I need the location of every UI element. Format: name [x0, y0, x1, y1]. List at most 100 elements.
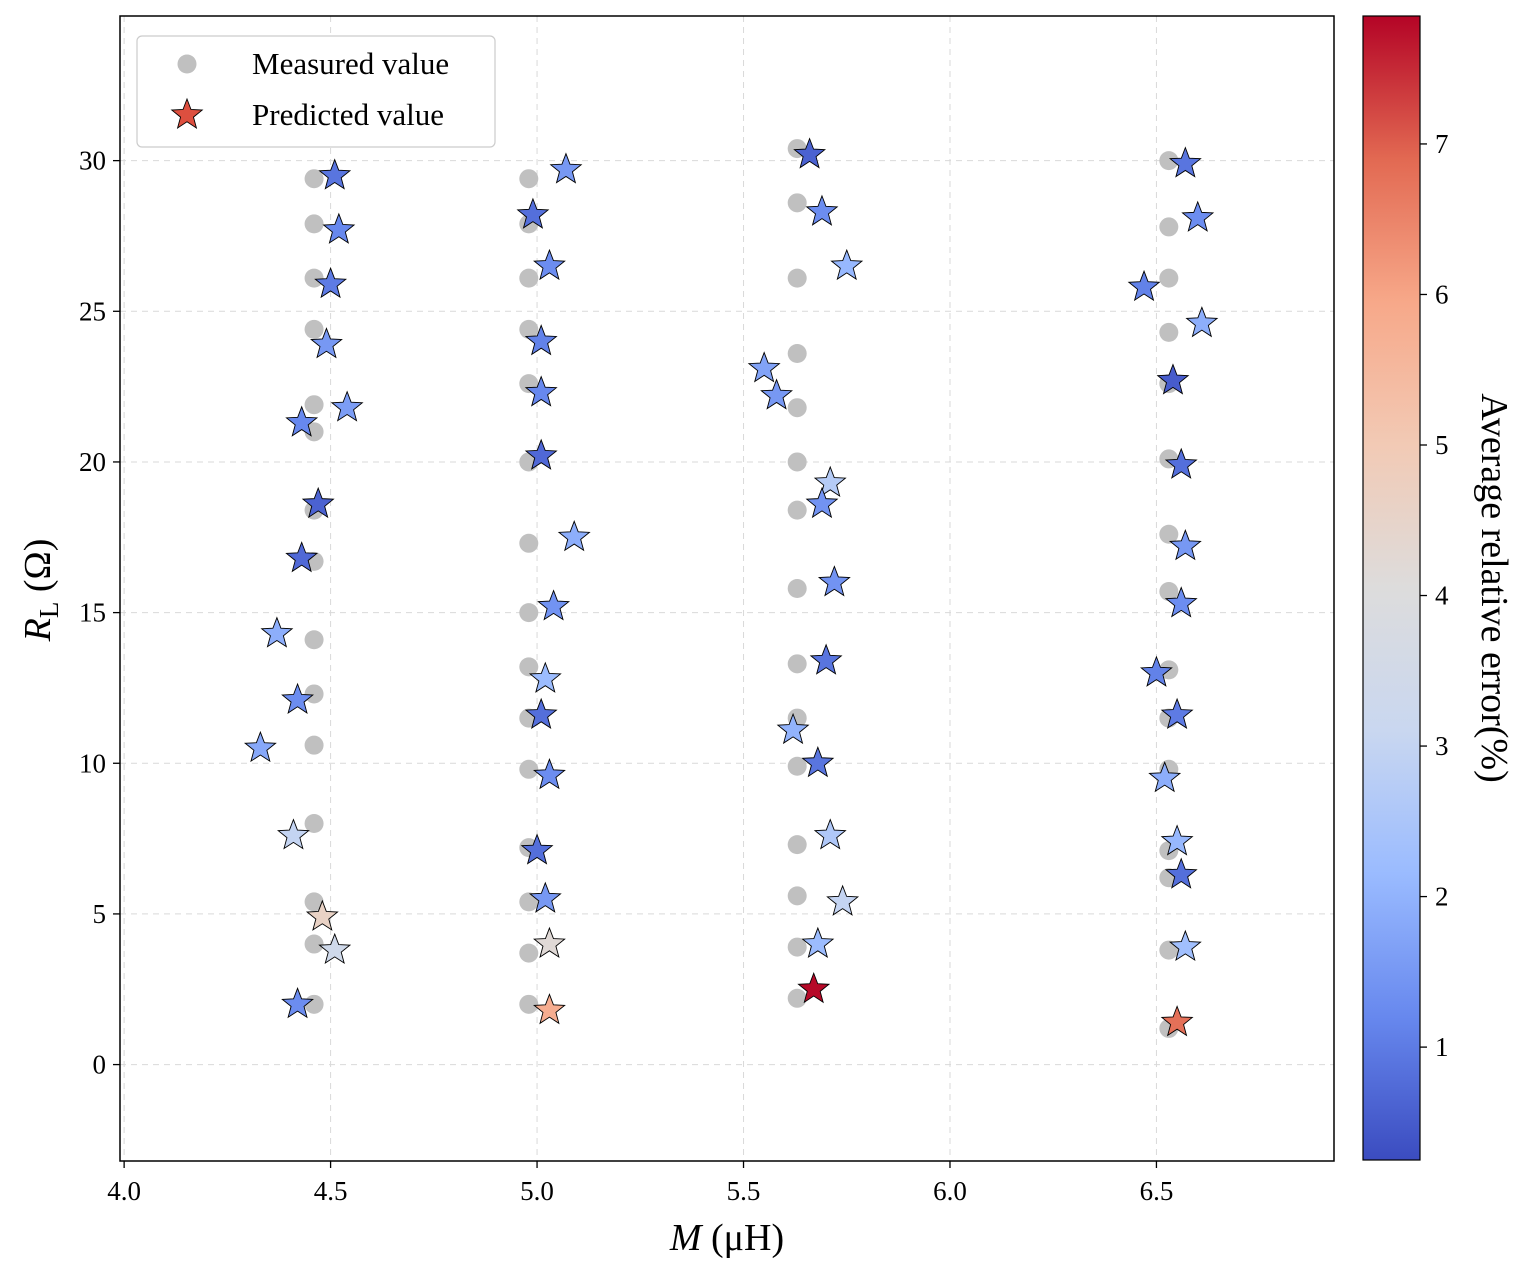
predicted-point [524, 324, 558, 356]
colorbar-tick-label: 5 [1435, 430, 1449, 460]
predicted-point [801, 745, 835, 778]
measured-point [519, 603, 539, 623]
predicted-point [524, 438, 558, 470]
colorbar-tick-label: 1 [1435, 1032, 1449, 1062]
x-tick-label: 6.5 [1140, 1176, 1174, 1206]
predicted-point [322, 212, 356, 244]
predicted-point [528, 881, 562, 913]
measured-point [787, 500, 807, 520]
predicted-point [776, 712, 810, 745]
plot-frame [119, 15, 1335, 1162]
legend: Measured value Predicted value [136, 35, 496, 148]
y-axis-title-subscript: L [34, 602, 64, 619]
predicted-point [281, 682, 314, 714]
axis-ticks: 4.0 4.5 5.0 5.5 6.0 6.5 0 5 10 15 20 25 30 [79, 146, 1173, 1206]
measured-point [304, 814, 324, 834]
predicted-point [830, 248, 864, 281]
y-axis-title: RL (Ω) [17, 539, 64, 643]
predicted-point [557, 520, 591, 552]
x-tick-label: 4.0 [107, 1176, 141, 1206]
legend-measured-marker [177, 54, 197, 74]
predicted-point [801, 926, 835, 959]
predicted-point [1156, 363, 1190, 395]
measured-point [787, 343, 807, 363]
predicted-point [1140, 655, 1173, 687]
y-tick-label: 25 [79, 296, 106, 326]
predicted-point [533, 993, 566, 1025]
x-tick-label: 5.0 [520, 1176, 554, 1206]
legend-box [136, 35, 496, 148]
predicted-point [285, 541, 319, 573]
colorbar: 1 2 3 4 5 6 7 Average relative error(%) [1362, 15, 1515, 1161]
predicted-point [793, 137, 827, 169]
measured-point [787, 886, 807, 906]
legend-star [170, 97, 204, 129]
predicted-point [1160, 824, 1194, 856]
measured-point [519, 319, 539, 339]
colorbar-tick-label: 7 [1435, 129, 1449, 159]
predicted-point [524, 697, 558, 730]
y-tick-label: 10 [79, 748, 106, 778]
colorbar-label: Average relative error(%) [1473, 393, 1515, 783]
predicted-point [260, 616, 294, 648]
predicted-point [330, 390, 364, 422]
measured-point [787, 988, 807, 1008]
predicted-point [528, 661, 562, 693]
measured-point [304, 735, 324, 755]
colorbar-tick-label: 3 [1435, 731, 1449, 761]
predicted-point [533, 248, 566, 281]
y-tick-label: 0 [93, 1050, 107, 1080]
measured-point [519, 994, 539, 1014]
measured-point [304, 630, 324, 650]
x-axis-title-symbol: M [669, 1217, 704, 1259]
predicted-point [305, 899, 339, 931]
predicted-point [1164, 857, 1198, 889]
predicted-point [314, 266, 348, 299]
predicted-point [1148, 761, 1182, 793]
measured-point [519, 943, 539, 963]
predicted-point [813, 818, 847, 850]
measured-point [787, 398, 807, 418]
x-tick-label: 6.0 [933, 1176, 967, 1206]
predicted-point [285, 405, 319, 437]
colorbar-tick-label: 2 [1435, 882, 1449, 912]
measured-point [304, 892, 324, 912]
colorbar-ticks: 1 2 3 4 5 6 7 [1420, 129, 1449, 1062]
y-axis-title-symbol: R [17, 618, 59, 642]
measured-point [519, 657, 539, 677]
predicted-point [826, 884, 860, 916]
measured-point [787, 452, 807, 472]
predicted-point [310, 327, 343, 359]
predicted-point [520, 833, 554, 865]
measured-point [1159, 524, 1179, 544]
legend-predicted-marker [170, 97, 204, 129]
y-tick-label: 20 [79, 447, 106, 477]
predicted-point [1168, 929, 1202, 962]
predicted-point [1160, 1005, 1194, 1037]
measured-point [304, 319, 324, 339]
predicted-point [1164, 586, 1198, 618]
measured-point [304, 169, 324, 189]
x-axis-title-unit: (μH) [702, 1217, 785, 1259]
predicted-point [809, 643, 843, 675]
measured-point [519, 268, 539, 288]
measured-point [1159, 322, 1179, 342]
predicted-point [1168, 529, 1202, 561]
measured-point [1159, 582, 1179, 602]
measured-point [787, 937, 807, 957]
measured-point [1159, 268, 1179, 288]
y-tick-label: 5 [93, 899, 107, 929]
predicted-point [516, 197, 550, 229]
predicted-point [537, 589, 570, 621]
predicted-point [813, 465, 847, 498]
y-tick-label: 30 [79, 146, 106, 176]
measured-point [304, 268, 324, 288]
predicted-point [1127, 269, 1161, 302]
measured-point [304, 214, 324, 234]
measured-point [519, 533, 539, 553]
measured-point [304, 684, 324, 704]
measured-point [787, 835, 807, 855]
predicted-point [1185, 306, 1219, 338]
predicted-point [817, 565, 851, 597]
measured-point [304, 395, 324, 415]
